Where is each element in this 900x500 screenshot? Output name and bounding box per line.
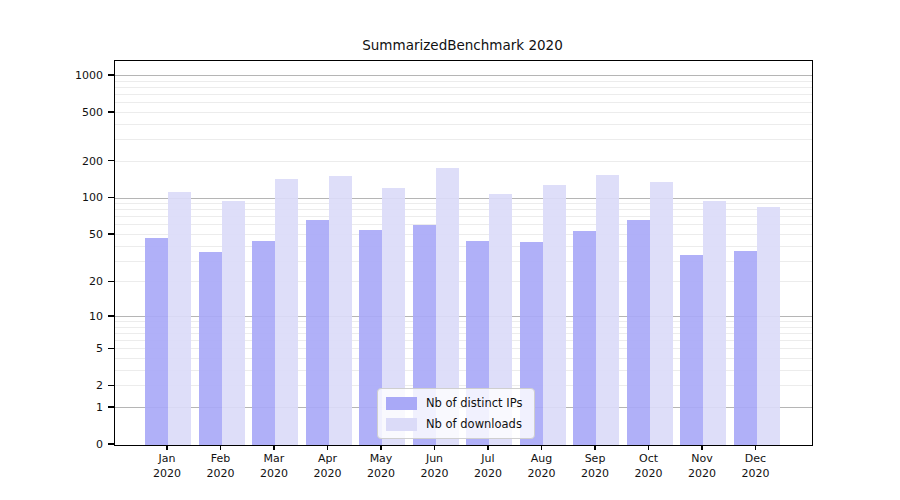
- bar-distinct-ips: [252, 241, 275, 446]
- y-tick-mark: [108, 197, 114, 198]
- y-tick-label: 0: [40, 438, 103, 451]
- x-tick-mark: [220, 445, 221, 450]
- x-tick-label: Mar2020: [260, 452, 288, 482]
- x-tick-mark: [487, 445, 488, 450]
- minor-gridline: [115, 81, 812, 82]
- x-tick-label: Oct2020: [635, 452, 663, 482]
- y-tick-label: 1000: [40, 68, 103, 81]
- y-tick-label: 50: [40, 227, 103, 240]
- bar-distinct-ips: [306, 220, 329, 445]
- x-tick-label: Dec2020: [742, 452, 770, 482]
- x-tick-mark: [327, 445, 328, 450]
- legend-label: Nb of distinct IPs: [426, 396, 522, 410]
- minor-gridline: [115, 139, 812, 140]
- minor-gridline: [115, 161, 812, 162]
- major-gridline: [115, 198, 812, 199]
- legend-swatch: [386, 397, 417, 410]
- y-tick-mark: [108, 74, 114, 75]
- x-tick-mark: [648, 445, 649, 450]
- bar-downloads: [168, 192, 191, 445]
- x-tick-label: Apr2020: [314, 452, 342, 482]
- x-tick-label: May2020: [367, 452, 395, 482]
- major-gridline: [115, 75, 812, 76]
- x-tick-mark: [541, 445, 542, 450]
- y-tick-label: 10: [40, 309, 103, 322]
- x-tick-label: Jun2020: [421, 452, 449, 482]
- x-tick-label: Feb2020: [207, 452, 235, 482]
- bar-downloads: [650, 182, 673, 445]
- bar-downloads: [596, 175, 619, 445]
- bar-distinct-ips: [734, 251, 757, 445]
- x-tick-mark: [701, 445, 702, 450]
- y-tick-label: 200: [40, 154, 103, 167]
- bar-distinct-ips: [199, 252, 222, 445]
- y-tick-label: 1: [40, 400, 103, 413]
- x-tick-mark: [380, 445, 381, 450]
- x-tick-mark: [434, 445, 435, 450]
- y-tick-mark: [108, 385, 114, 386]
- y-tick-mark: [108, 315, 114, 316]
- bar-downloads: [222, 201, 245, 445]
- x-tick-mark: [755, 445, 756, 450]
- x-tick-mark: [273, 445, 274, 450]
- bar-distinct-ips: [627, 220, 650, 445]
- y-tick-mark: [108, 406, 114, 407]
- y-tick-label: 500: [40, 105, 103, 118]
- legend-item: Nb of downloads: [386, 417, 522, 431]
- figure: SummarizedBenchmark 2020 0 1 2 5 10 20 50 100 20…: [0, 0, 900, 500]
- y-tick-mark: [108, 443, 114, 444]
- x-tick-label: Nov2020: [688, 452, 716, 482]
- y-tick-mark: [108, 233, 114, 234]
- bar-distinct-ips: [680, 255, 703, 445]
- bar-distinct-ips: [573, 231, 596, 445]
- y-tick-label: 5: [40, 342, 103, 355]
- y-tick-mark: [108, 348, 114, 349]
- y-tick-mark: [108, 281, 114, 282]
- y-tick-label: 20: [40, 275, 103, 288]
- y-tick-label: 100: [40, 191, 103, 204]
- minor-gridline: [115, 87, 812, 88]
- x-tick-label: Jul2020: [474, 452, 502, 482]
- x-tick-mark: [594, 445, 595, 450]
- bar-distinct-ips: [145, 238, 168, 445]
- x-tick-label: Sep2020: [581, 452, 609, 482]
- legend-swatch: [386, 418, 417, 431]
- bar-downloads: [757, 207, 780, 446]
- bar-downloads: [275, 179, 298, 445]
- x-tick-mark: [166, 445, 167, 450]
- bar-downloads: [703, 201, 726, 445]
- chart-title: SummarizedBenchmark 2020: [114, 37, 811, 53]
- y-tick-mark: [108, 111, 114, 112]
- legend-item: Nb of distinct IPs: [386, 396, 522, 410]
- y-tick-mark: [108, 160, 114, 161]
- x-tick-label: Jan2020: [153, 452, 181, 482]
- y-tick-label: 2: [40, 379, 103, 392]
- minor-gridline: [115, 102, 812, 103]
- minor-gridline: [115, 94, 812, 95]
- bar-downloads: [543, 185, 566, 445]
- minor-gridline: [115, 124, 812, 125]
- x-tick-label: Aug2020: [528, 452, 556, 482]
- bar-downloads: [329, 176, 352, 445]
- legend: Nb of distinct IPs Nb of downloads: [377, 388, 535, 439]
- minor-gridline: [115, 112, 812, 113]
- legend-label: Nb of downloads: [426, 417, 522, 431]
